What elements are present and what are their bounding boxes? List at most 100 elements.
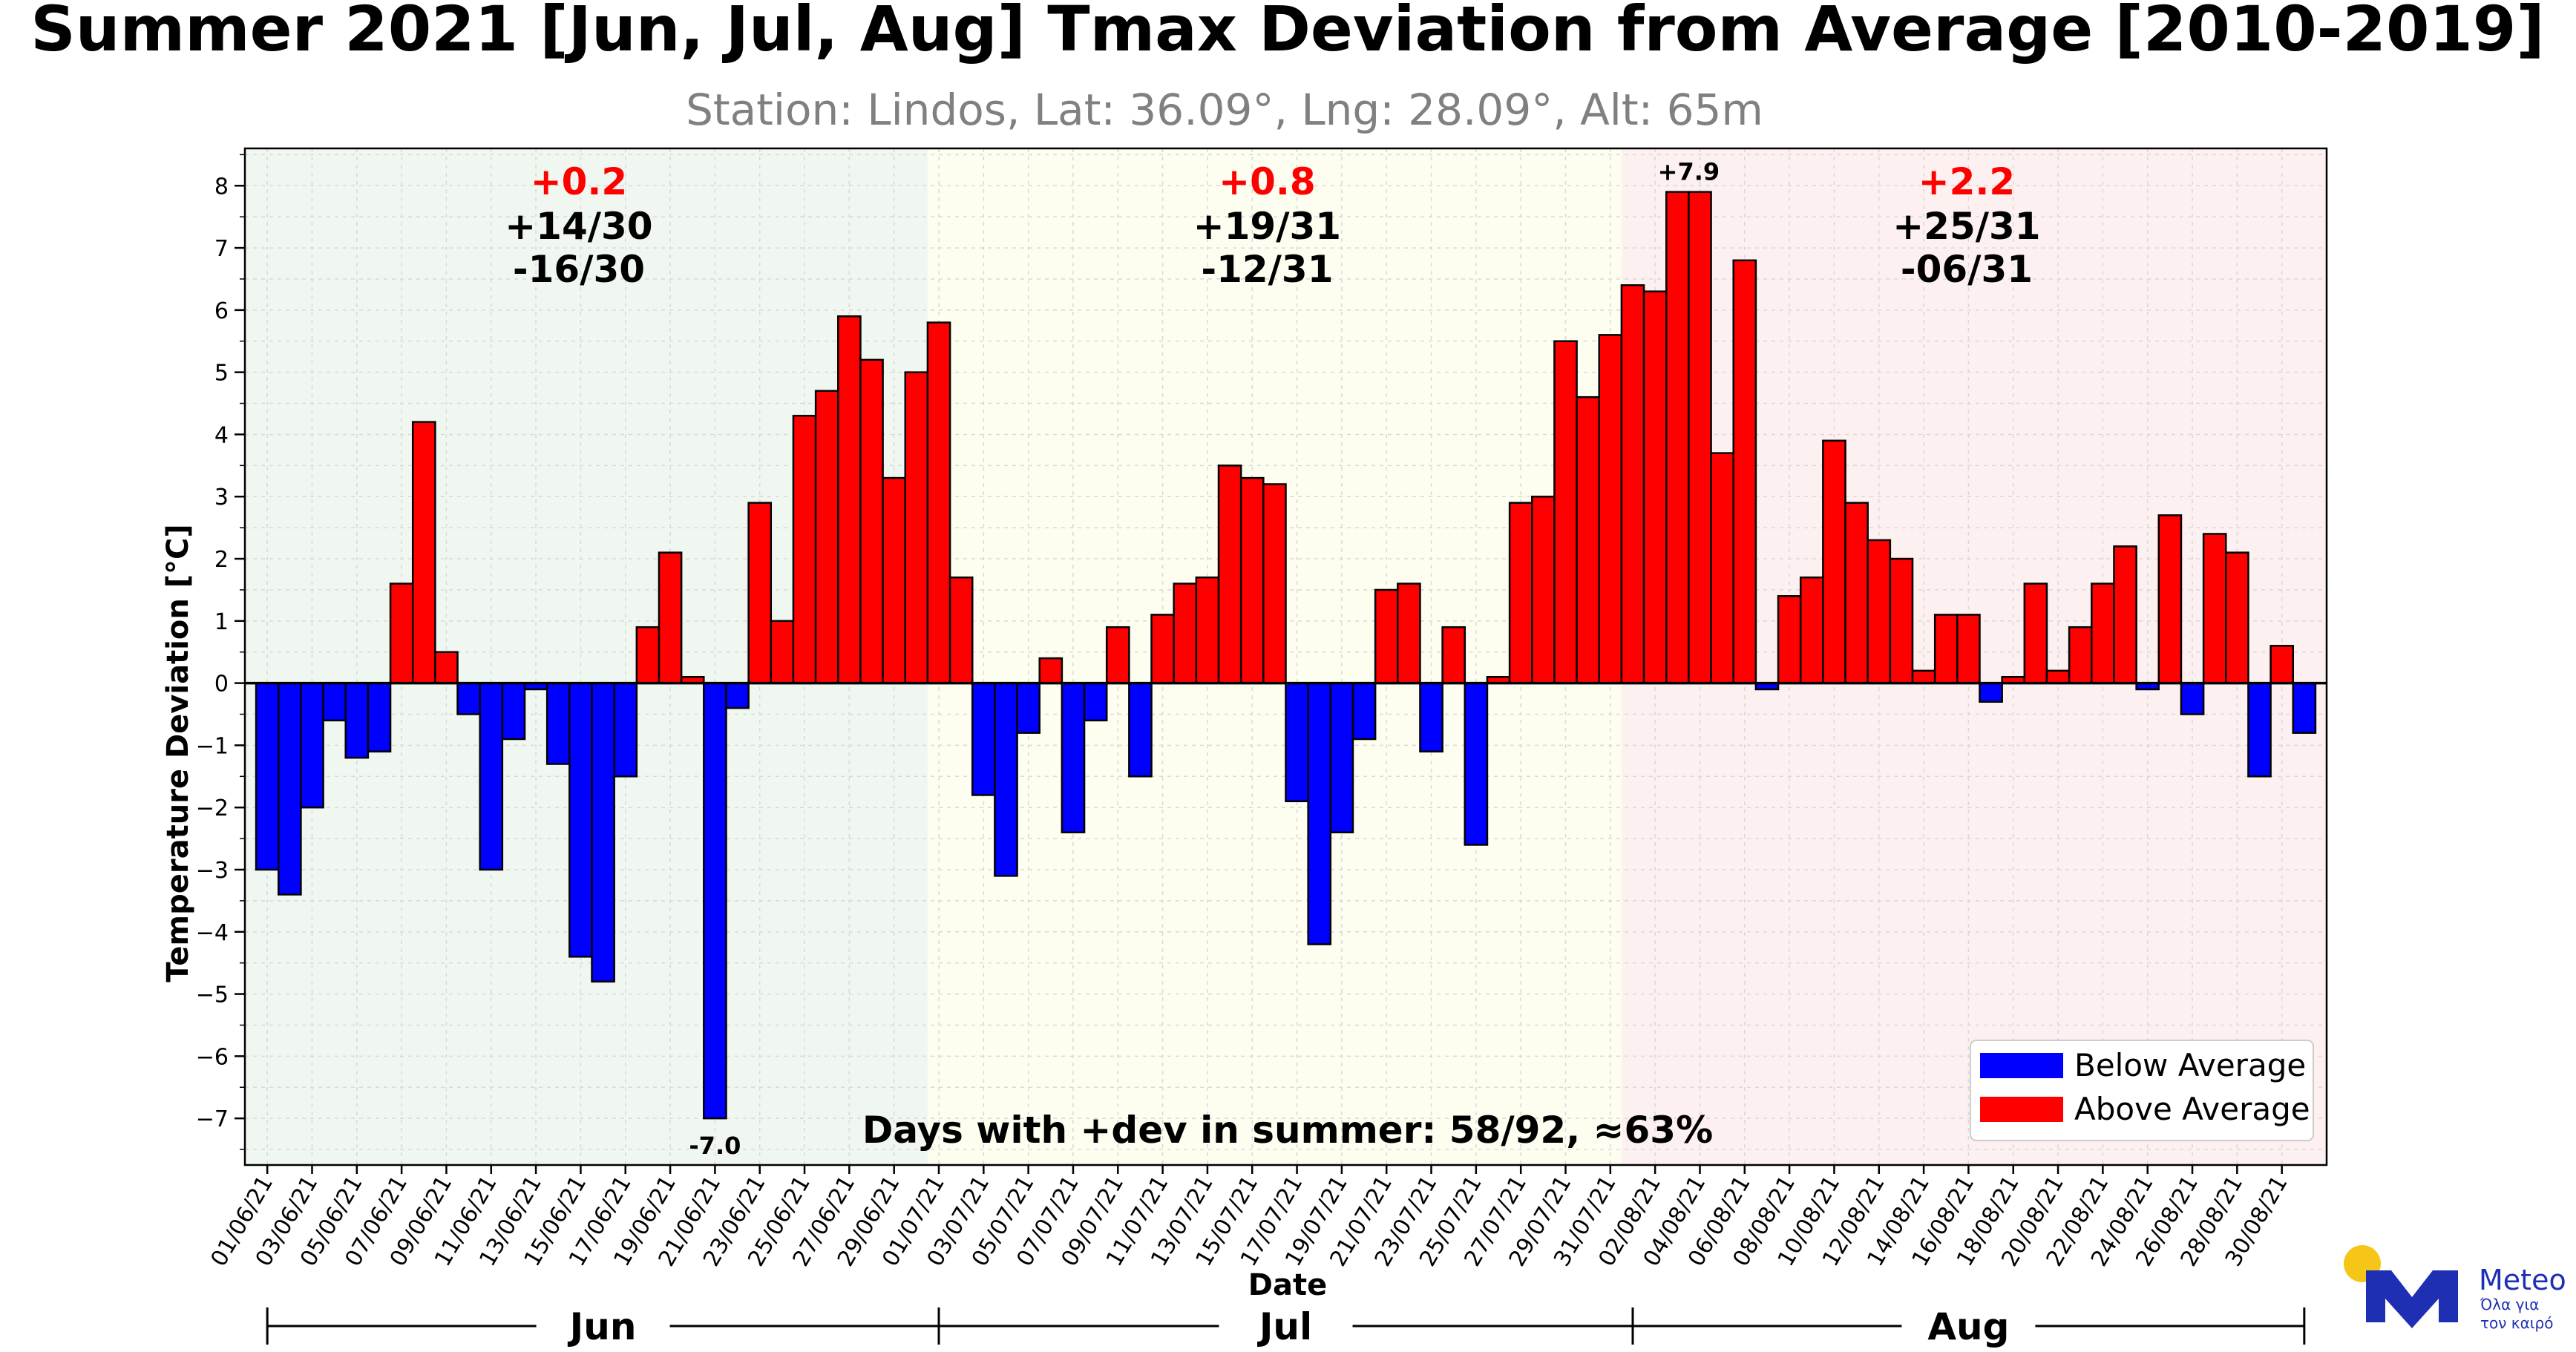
bar xyxy=(255,682,280,871)
bar xyxy=(2292,682,2317,734)
bar xyxy=(501,682,526,741)
bar xyxy=(1419,682,1443,753)
bar xyxy=(725,682,750,709)
bar xyxy=(837,315,862,684)
bar xyxy=(1889,557,1914,684)
bar xyxy=(344,682,370,759)
bar xyxy=(434,651,459,684)
plot-frame xyxy=(243,147,2328,1166)
month-label-jun: Jun xyxy=(568,1305,637,1348)
min-annotation: -7.0 xyxy=(689,1132,741,1160)
legend: Below Average Above Average xyxy=(1970,1040,2314,1141)
bar xyxy=(1397,583,1421,684)
y-tick-label: 4 xyxy=(214,422,229,448)
bar xyxy=(971,682,996,796)
bar xyxy=(2023,583,2048,684)
bars xyxy=(255,191,2317,1120)
month-mean-aug: +2.2 xyxy=(1918,160,2015,203)
bar xyxy=(568,682,593,958)
y-tick-label: 5 xyxy=(214,361,229,387)
logo-tagline-1: Όλα για xyxy=(2480,1296,2539,1313)
y-tick-label: −2 xyxy=(196,795,229,821)
bar xyxy=(1464,682,1489,846)
bar xyxy=(1508,502,1533,684)
bar xyxy=(1329,682,1354,833)
bar xyxy=(658,551,683,684)
y-tick-label: 6 xyxy=(214,298,229,324)
bar xyxy=(882,476,907,684)
bar xyxy=(994,682,1018,877)
month-positive-days-jul: +19/31 xyxy=(1193,205,1341,248)
bar xyxy=(1867,539,1892,684)
logo-m-icon xyxy=(2366,1270,2458,1328)
bar xyxy=(1933,614,1959,684)
bar xyxy=(2247,682,2272,778)
bar xyxy=(1374,588,1399,684)
bar xyxy=(322,682,347,722)
y-axis-ticks: 8 7 6 5 4 3 2 1 0 −1 −2 −3 −4 −5 −6 −7 xyxy=(196,154,245,1150)
bar xyxy=(1351,682,1377,741)
bar xyxy=(1979,682,2003,703)
bar xyxy=(1822,439,1846,684)
bar xyxy=(1038,657,1063,684)
bar xyxy=(1128,682,1153,778)
chart-title: Summer 2021 [Jun, Jul, Aug] Tmax Deviati… xyxy=(30,0,2544,65)
chart-subtitle: Station: Lindos, Lat: 36.09°, Lng: 28.09… xyxy=(686,85,1763,135)
bar xyxy=(2180,682,2205,715)
bar xyxy=(367,682,392,753)
bar xyxy=(2225,551,2249,684)
logo-name: Meteo xyxy=(2479,1264,2566,1296)
bar xyxy=(300,682,324,809)
bar xyxy=(1956,614,1981,684)
meteo-logo: Meteo Όλα για τον καιρό xyxy=(2344,1245,2566,1332)
bar xyxy=(1105,626,1130,684)
month-label-aug: Aug xyxy=(1927,1305,2009,1348)
bar xyxy=(770,620,795,684)
bar xyxy=(2113,545,2137,684)
bar xyxy=(389,583,414,684)
bar xyxy=(1665,191,1690,684)
bar xyxy=(591,682,615,983)
bar xyxy=(747,502,773,684)
bar xyxy=(1799,576,1824,684)
bar xyxy=(1150,614,1175,684)
month-mean-jul: +0.8 xyxy=(1219,160,1315,203)
month-positive-days-aug: +25/31 xyxy=(1892,205,2040,248)
bar xyxy=(2202,533,2227,684)
bar xyxy=(545,682,571,765)
plot-border xyxy=(243,147,2328,1166)
max-annotation: +7.9 xyxy=(1658,158,1720,186)
bar xyxy=(1688,191,1712,684)
bar xyxy=(635,626,661,684)
bar xyxy=(1195,576,1220,684)
bar xyxy=(1262,483,1287,684)
bar xyxy=(277,682,302,896)
legend-label-below: Below Average xyxy=(2074,1047,2306,1083)
month-negative-days-jul: -12/31 xyxy=(1201,248,1333,291)
y-tick-label: 0 xyxy=(214,672,229,698)
legend-swatch-below xyxy=(1980,1053,2063,1078)
bar xyxy=(1239,476,1265,684)
bar xyxy=(703,682,727,1120)
bar xyxy=(1285,682,1309,803)
y-tick-label: 2 xyxy=(214,547,229,573)
y-tick-label: 1 xyxy=(214,609,229,635)
month-stats: +0.2+14/30-16/30 +0.8+19/31-12/31 +2.2+25/… xyxy=(505,160,2040,291)
bar xyxy=(456,682,481,715)
bar xyxy=(1083,682,1108,722)
bar xyxy=(1911,669,1936,684)
bar xyxy=(613,682,638,778)
bar xyxy=(1441,626,1466,684)
x-axis-label: Date xyxy=(1248,1268,1327,1302)
y-tick-label: −7 xyxy=(196,1106,229,1132)
logo-tagline-2: τον καιρό xyxy=(2480,1314,2553,1332)
x-axis-ticks: 01/06/2103/06/2105/06/2107/06/2109/06/21… xyxy=(206,1165,2293,1271)
bar xyxy=(479,682,504,871)
bar xyxy=(1642,290,1668,684)
bar xyxy=(2269,645,2295,684)
bar xyxy=(1531,495,1556,684)
bar xyxy=(1732,259,1757,684)
y-axis-label: Temperature Deviation [°C] xyxy=(161,524,195,982)
y-tick-label: −3 xyxy=(196,858,229,884)
